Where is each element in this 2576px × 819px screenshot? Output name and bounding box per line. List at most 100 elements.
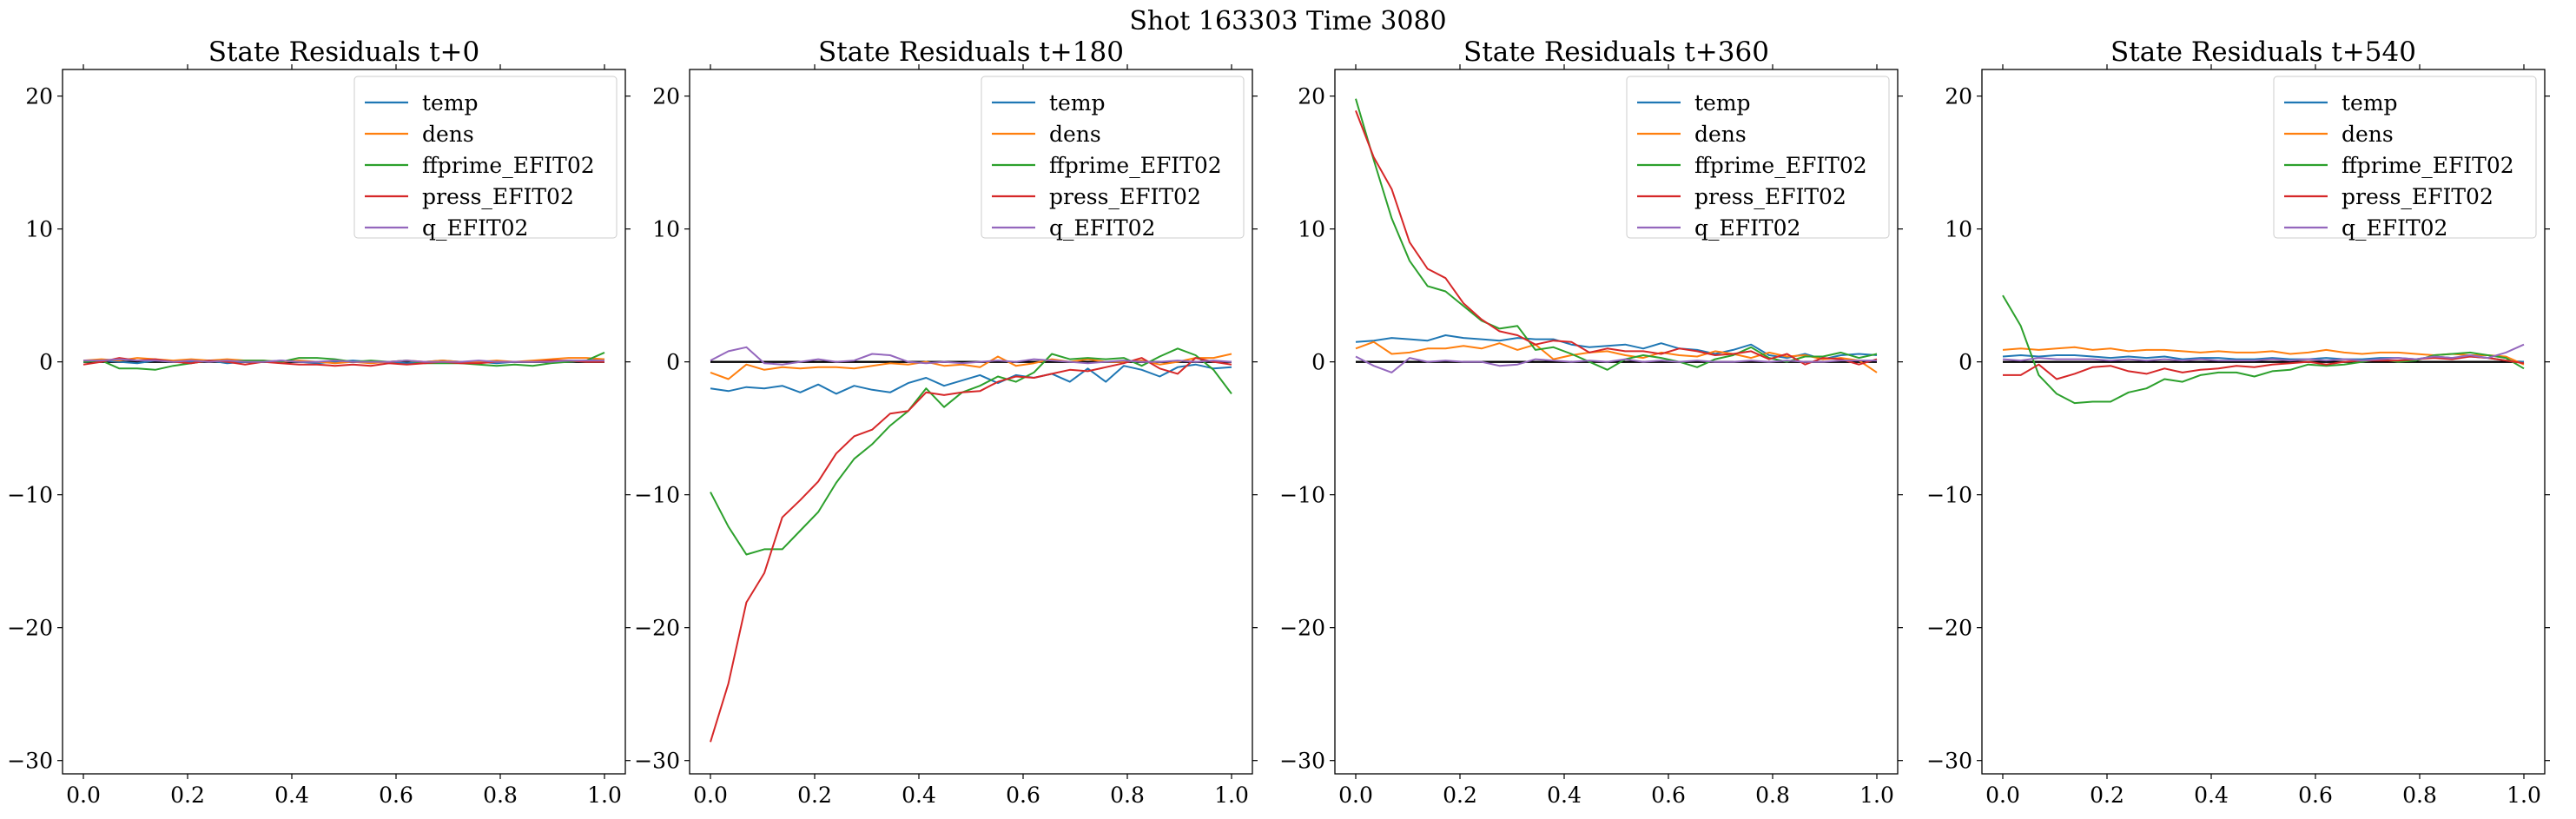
series-line-q-efit02 [2002,343,2525,362]
legend-label: dens [1694,122,1747,147]
y-tick-label: −20 [7,616,53,641]
y-tick-label: 10 [1945,217,1972,242]
legend-label: ffprime_EFIT02 [422,153,595,178]
x-tick-label: 0.6 [2298,783,2333,808]
legend-label: q_EFIT02 [1049,215,1155,241]
y-tick-label: −10 [7,483,53,508]
legend-label: q_EFIT02 [1694,215,1800,241]
y-tick-label: −20 [1279,616,1325,641]
legend-box [981,76,1245,239]
y-tick-label: 20 [1945,84,1972,109]
legend-label: temp [1049,90,1106,116]
y-tick-label: −20 [634,616,680,641]
axes-frame [1334,69,1899,775]
x-tick-label: 0.8 [1110,783,1145,808]
axes-frame [689,69,1253,775]
x-tick-label: 0.0 [1338,783,1373,808]
series-line-dens [1355,340,1878,373]
subplot-title: State Residuals t+180 [818,36,1124,68]
y-tick-label: 10 [25,217,53,242]
subplot-title: State Residuals t+540 [2110,36,2416,68]
series-line-press-efit02 [2003,355,2525,380]
x-tick-label: 0.8 [1755,783,1790,808]
figure-suptitle: Shot 163303 Time 3080 [1129,6,1446,36]
x-tick-label: 1.0 [1214,783,1249,808]
series-line-press-efit02 [710,357,1232,743]
legend-label: ffprime_EFIT02 [1049,153,1222,178]
y-tick-label: 0 [1311,350,1325,375]
x-tick-label: 0.2 [170,783,205,808]
series-line-press-efit02 [1355,110,1878,366]
subplot-4: State Residuals t+540 0.0 0.2 0.4 0.6 0.8 1.0 −… [1926,36,2550,808]
subplot-3: State Residuals t+360 0.0 0.2 0.4 0.6 0.8 1.0 −… [1279,36,1903,808]
y-tick-label: 0 [39,350,53,375]
x-tick-label: 1.0 [2507,783,2541,808]
y-tick-label: −30 [1279,749,1325,774]
x-tick-label: 0.4 [274,783,309,808]
axes-frame [1981,69,2546,775]
x-tick-label: 0.4 [902,783,936,808]
series-line-dens [710,353,1232,380]
x-tick-label: 0.4 [2194,783,2229,808]
x-tick-label: 0.2 [2090,783,2124,808]
legend-label: press_EFIT02 [1049,184,1201,209]
legend: temp dens ffprime_EFIT02 press_EFIT02 q_EFIT… [981,76,1245,241]
legend-label: temp [1694,90,1751,116]
y-tick-label: −30 [634,749,680,774]
x-tick-label: 1.0 [1859,783,1894,808]
subplot-panels: State Residuals t+0 0.0 0.2 0.4 0.6 0.8 1.0 −30… [7,36,2550,808]
x-tick-label: 0.6 [379,783,413,808]
series-line-ffprime-efit02 [2002,294,2525,405]
x-tick-label: 0.8 [483,783,518,808]
legend-label: dens [1049,122,1101,147]
legend-label: dens [2342,122,2394,147]
y-tick-label: 0 [666,350,680,375]
y-tick-label: −10 [634,483,680,508]
series-line-q-efit02 [710,346,1232,366]
y-tick-label: −20 [1926,616,1972,641]
series-line-temp [710,363,1232,395]
legend-label: dens [422,122,474,147]
legend-box [2273,76,2537,239]
subplot-title: State Residuals t+360 [1463,36,1769,68]
legend-label: press_EFIT02 [1694,184,1846,209]
subplot-title: State Residuals t+0 [208,36,479,68]
y-tick-label: 20 [25,84,53,109]
x-tick-label: 0.6 [1651,783,1686,808]
y-tick-label: 20 [652,84,680,109]
y-tick-label: −30 [7,749,53,774]
legend-label: temp [2342,90,2398,116]
legend: temp dens ffprime_EFIT02 press_EFIT02 q_EFIT… [2273,76,2537,241]
legend-box [1626,76,1890,239]
y-tick-label: 0 [1958,350,1972,375]
axes-frame [62,69,626,775]
series-line-ffprime-efit02 [710,347,1232,556]
x-tick-label: 0.0 [693,783,728,808]
x-tick-label: 0.2 [1443,783,1477,808]
legend-box [353,76,618,239]
x-tick-label: 0.2 [797,783,832,808]
series-line-temp [1355,334,1878,360]
legend-label: press_EFIT02 [2342,184,2493,209]
subplot-2: State Residuals t+180 0.0 0.2 0.4 0.6 0.8 1.0 −… [634,36,1258,808]
legend-label: ffprime_EFIT02 [2342,153,2514,178]
legend-label: press_EFIT02 [422,184,574,209]
y-tick-label: −10 [1279,483,1325,508]
legend-label: q_EFIT02 [2342,215,2447,241]
x-tick-label: 0.0 [1985,783,2020,808]
x-tick-label: 1.0 [587,783,622,808]
subplot-1: State Residuals t+0 0.0 0.2 0.4 0.6 0.8 1.0 −30… [7,36,631,808]
legend: temp dens ffprime_EFIT02 press_EFIT02 q_EFIT… [1626,76,1890,241]
legend-label: ffprime_EFIT02 [1694,153,1867,178]
legend-label: temp [422,90,479,116]
series-line-q-efit02 [1355,355,1877,373]
x-tick-label: 0.0 [66,783,101,808]
x-tick-label: 0.6 [1006,783,1040,808]
y-tick-label: 10 [1298,217,1325,242]
y-tick-label: 20 [1298,84,1325,109]
y-tick-label: 10 [652,217,680,242]
series-line-q-efit02 [83,358,604,363]
x-tick-label: 0.8 [2402,783,2437,808]
legend: temp dens ffprime_EFIT02 press_EFIT02 q_EFIT… [353,76,618,241]
